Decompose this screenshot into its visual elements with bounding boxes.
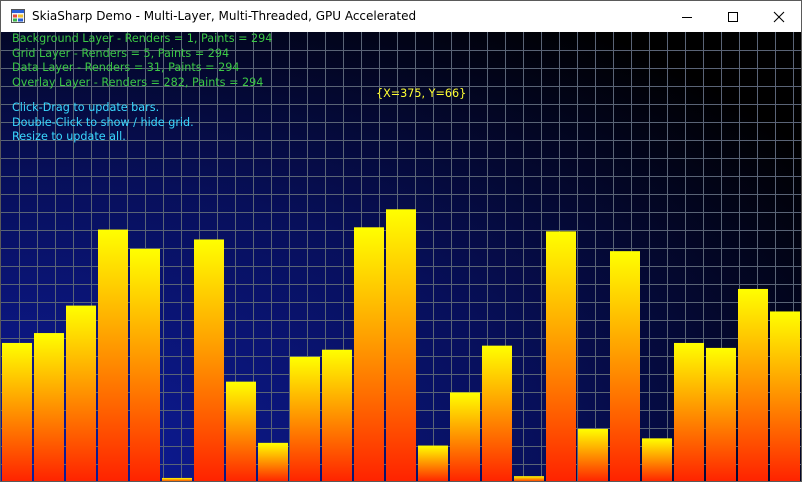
bar[interactable] — [610, 251, 640, 482]
bar[interactable] — [578, 428, 608, 482]
layer-stats: Background Layer - Renders = 1, Paints =… — [12, 32, 272, 90]
bar[interactable] — [66, 305, 96, 482]
close-icon — [773, 11, 785, 22]
render-canvas[interactable]: Background Layer - Renders = 1, Paints =… — [1, 32, 801, 482]
bar[interactable] — [226, 381, 256, 482]
bar[interactable] — [674, 342, 704, 482]
bar[interactable] — [354, 227, 384, 482]
help-line: Double-Click to show / hide grid. — [12, 115, 194, 129]
bar[interactable] — [322, 349, 352, 482]
help-line: Click-Drag to update bars. — [12, 101, 160, 114]
bar[interactable] — [738, 288, 768, 482]
bar[interactable] — [514, 476, 544, 482]
data-layer — [2, 209, 800, 482]
bar[interactable] — [2, 342, 32, 482]
help-text: Click-Drag to update bars. Double-Click … — [12, 101, 194, 145]
data-layer-stats: Data Layer - Renders = 31, Paints = 294 — [12, 61, 240, 74]
bar[interactable] — [642, 438, 672, 482]
close-button[interactable] — [756, 1, 801, 32]
grid-layer-stats: Grid Layer - Renders = 5, Paints = 294 — [12, 46, 230, 60]
minimize-button[interactable] — [664, 1, 710, 32]
bar[interactable] — [130, 248, 160, 482]
bar[interactable] — [386, 209, 416, 482]
window-title: SkiaSharp Demo - Multi-Layer, Multi-Thre… — [32, 9, 417, 23]
bar-chart[interactable] — [1, 32, 801, 482]
bar[interactable] — [706, 347, 736, 482]
bar[interactable] — [98, 229, 128, 482]
background-layer-stats: Background Layer - Renders = 1, Paints =… — [12, 32, 273, 45]
bar[interactable] — [34, 333, 64, 482]
bar[interactable] — [162, 477, 192, 482]
overlay-layer-stats: Overlay Layer - Renders = 282, Paints = … — [12, 75, 264, 89]
app-window-icon — [11, 9, 25, 23]
bar[interactable] — [418, 445, 448, 482]
cursor-coordinate-readout: {X=375, Y=66} — [376, 87, 467, 100]
maximize-icon — [728, 11, 738, 22]
bar[interactable] — [290, 356, 320, 482]
bar[interactable] — [450, 392, 480, 482]
minimize-icon — [682, 16, 692, 18]
bar[interactable] — [258, 442, 288, 482]
maximize-button[interactable] — [710, 1, 756, 32]
title-bar[interactable]: SkiaSharp Demo - Multi-Layer, Multi-Thre… — [1, 1, 801, 32]
bar[interactable] — [770, 311, 800, 482]
bar[interactable] — [546, 231, 576, 482]
help-line: Resize to update all. — [12, 130, 126, 143]
bar[interactable] — [194, 239, 224, 482]
bar[interactable] — [482, 345, 512, 482]
